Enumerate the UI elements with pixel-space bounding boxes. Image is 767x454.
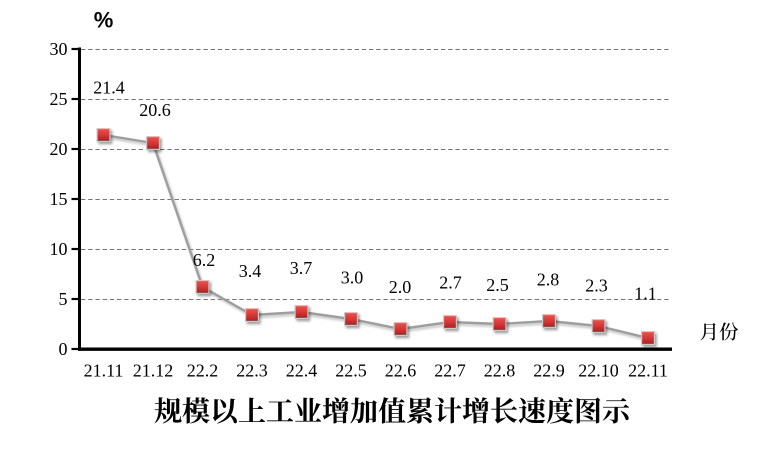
svg-text:2.7: 2.7 xyxy=(439,273,462,293)
svg-text:2.8: 2.8 xyxy=(537,270,560,290)
svg-text:%: % xyxy=(94,8,114,33)
svg-text:25: 25 xyxy=(50,89,68,109)
svg-text:22.3: 22.3 xyxy=(236,361,268,381)
svg-text:22.4: 22.4 xyxy=(286,361,318,381)
svg-text:3.4: 3.4 xyxy=(239,261,262,281)
svg-text:22.5: 22.5 xyxy=(335,361,367,381)
svg-text:22.7: 22.7 xyxy=(434,361,466,381)
svg-text:5: 5 xyxy=(59,289,68,309)
svg-text:20.6: 20.6 xyxy=(139,100,171,120)
svg-text:22.11: 22.11 xyxy=(628,361,668,381)
svg-text:0: 0 xyxy=(59,339,68,359)
svg-text:22.10: 22.10 xyxy=(578,361,619,381)
svg-text:2.0: 2.0 xyxy=(389,277,412,297)
svg-text:15: 15 xyxy=(50,189,68,209)
svg-text:20: 20 xyxy=(50,139,68,159)
svg-text:21.11: 21.11 xyxy=(84,361,124,381)
svg-text:3.7: 3.7 xyxy=(290,258,313,278)
svg-text:10: 10 xyxy=(50,239,68,259)
svg-text:22.6: 22.6 xyxy=(385,361,417,381)
svg-text:2.3: 2.3 xyxy=(585,276,608,296)
svg-text:22.8: 22.8 xyxy=(484,361,516,381)
svg-text:22.2: 22.2 xyxy=(187,361,219,381)
svg-text:3.0: 3.0 xyxy=(341,268,364,288)
svg-text:1.1: 1.1 xyxy=(634,284,657,304)
svg-text:30: 30 xyxy=(50,39,68,59)
svg-text:21.12: 21.12 xyxy=(133,361,174,381)
svg-text:21.4: 21.4 xyxy=(93,78,125,98)
svg-text:22.9: 22.9 xyxy=(533,361,565,381)
svg-text:2.5: 2.5 xyxy=(486,275,509,295)
svg-text:6.2: 6.2 xyxy=(193,250,216,270)
